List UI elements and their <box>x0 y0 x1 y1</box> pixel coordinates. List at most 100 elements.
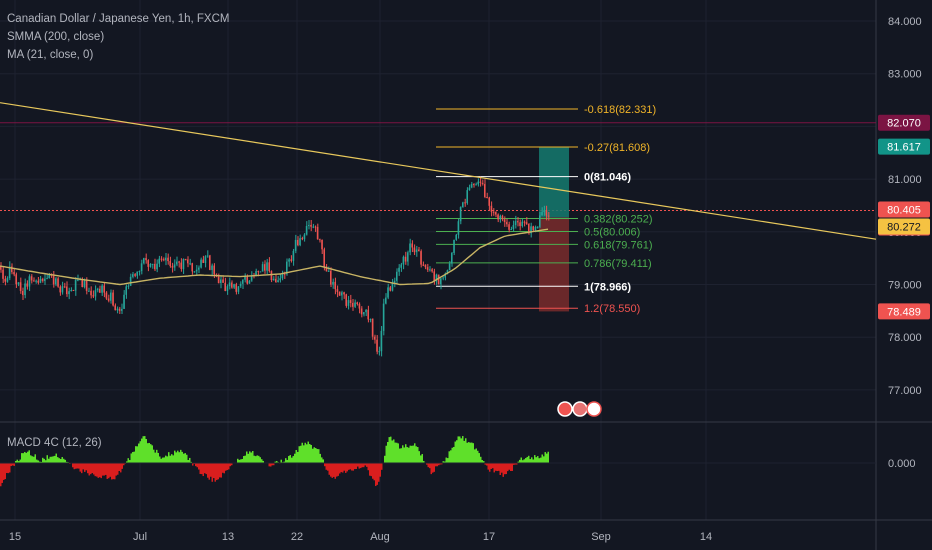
candle-body <box>499 215 501 220</box>
candle-body <box>162 259 165 261</box>
candle-body <box>129 276 132 286</box>
candle-body <box>525 222 528 225</box>
candle-body <box>261 264 264 272</box>
candle-body <box>46 278 48 280</box>
candle-body <box>83 280 86 288</box>
price-axis-tick: 81.000 <box>888 174 922 186</box>
macd-bar <box>142 436 144 463</box>
candle-body <box>352 302 354 307</box>
macd-bar <box>405 444 407 463</box>
macd-bar <box>297 451 299 463</box>
price-axis-label-bg <box>878 114 930 131</box>
macd-bar <box>7 463 9 474</box>
macd-bar <box>97 463 99 478</box>
candle-body <box>404 256 407 262</box>
macd-bar <box>243 456 245 463</box>
symbol-title[interactable]: Canadian Dollar / Japanese Yen, 1h, FXCM <box>7 13 230 25</box>
candle-body <box>198 267 200 270</box>
macd-bar <box>136 446 138 463</box>
candle-body <box>303 234 306 240</box>
candle-body <box>248 280 251 284</box>
candle-body <box>319 239 321 241</box>
macd-bar <box>453 446 455 463</box>
macd-bar <box>510 463 512 471</box>
macd-bar <box>502 463 504 477</box>
macd-bar <box>507 463 509 472</box>
candle-body <box>536 226 539 228</box>
macd-bar <box>379 463 381 477</box>
candle-body <box>264 264 266 271</box>
smma-legend[interactable]: SMMA (200, close) <box>7 31 105 43</box>
macd-bar <box>259 457 261 463</box>
macd-bar <box>6 463 8 473</box>
candle-body <box>279 278 281 281</box>
macd-bar <box>45 460 47 463</box>
fib-level-label: -0.27(81.608) <box>584 142 650 154</box>
macd-bar <box>367 463 369 471</box>
macd-bar <box>519 459 521 463</box>
macd-bar <box>159 456 161 463</box>
macd-bar <box>207 463 209 478</box>
candle-body <box>178 261 180 263</box>
ma-legend[interactable]: MA (21, close, 0) <box>7 49 94 61</box>
candle-body <box>74 279 77 291</box>
macd-bar <box>541 454 543 463</box>
macd-bar <box>130 453 132 463</box>
candle-body <box>398 267 400 272</box>
candle-body <box>374 336 376 340</box>
macd-bar <box>184 453 186 463</box>
macd-bar <box>211 463 213 482</box>
macd-bar <box>286 459 288 463</box>
macd-bar <box>400 448 402 463</box>
macd-bar <box>426 463 428 465</box>
candle-body <box>15 274 17 285</box>
macd-bar <box>448 451 450 463</box>
candle-body <box>532 226 534 231</box>
candle-body <box>457 221 460 235</box>
macd-bar <box>526 456 528 463</box>
macd-bar <box>216 463 218 481</box>
macd-bar <box>456 440 458 463</box>
candle-body <box>182 259 185 269</box>
candle-body <box>376 339 378 352</box>
macd-bar <box>504 463 506 475</box>
macd-bar <box>280 459 282 463</box>
macd-bar <box>85 463 87 471</box>
macd-bar <box>340 463 342 473</box>
candle-body <box>543 210 545 213</box>
candle-body <box>30 276 33 281</box>
candle-body <box>200 259 202 268</box>
candle-body <box>88 290 90 292</box>
macd-bar <box>244 455 246 463</box>
macd-bar <box>435 463 437 467</box>
macd-bar <box>325 463 327 470</box>
macd-bar <box>178 452 180 463</box>
macd-bar <box>276 460 278 463</box>
candle-body <box>228 282 231 287</box>
candle-body <box>268 262 270 272</box>
macd-bar <box>201 463 203 475</box>
macd-bar <box>147 443 149 463</box>
fib-level-label: 0.786(79.411) <box>584 258 652 270</box>
macd-bar <box>309 444 311 463</box>
candle-body <box>481 182 484 185</box>
macd-bar <box>64 459 66 463</box>
candle-body <box>444 273 446 278</box>
macd-bar <box>226 463 228 470</box>
candle-body <box>396 271 398 281</box>
macd-bar <box>78 463 80 469</box>
candle-body <box>371 318 374 337</box>
macd-bar <box>397 443 399 463</box>
candle-body <box>11 266 13 273</box>
macd-bar <box>511 463 513 471</box>
macd-bar <box>415 446 417 463</box>
candle-body <box>149 264 152 267</box>
macd-bar <box>513 463 515 465</box>
macd-bar <box>394 442 396 463</box>
macd-legend[interactable]: MACD 4C (12, 26) <box>7 437 102 449</box>
macd-bar <box>433 463 435 472</box>
macd-bar <box>15 460 17 463</box>
macd-bar <box>478 453 480 463</box>
macd-bar <box>81 463 83 474</box>
